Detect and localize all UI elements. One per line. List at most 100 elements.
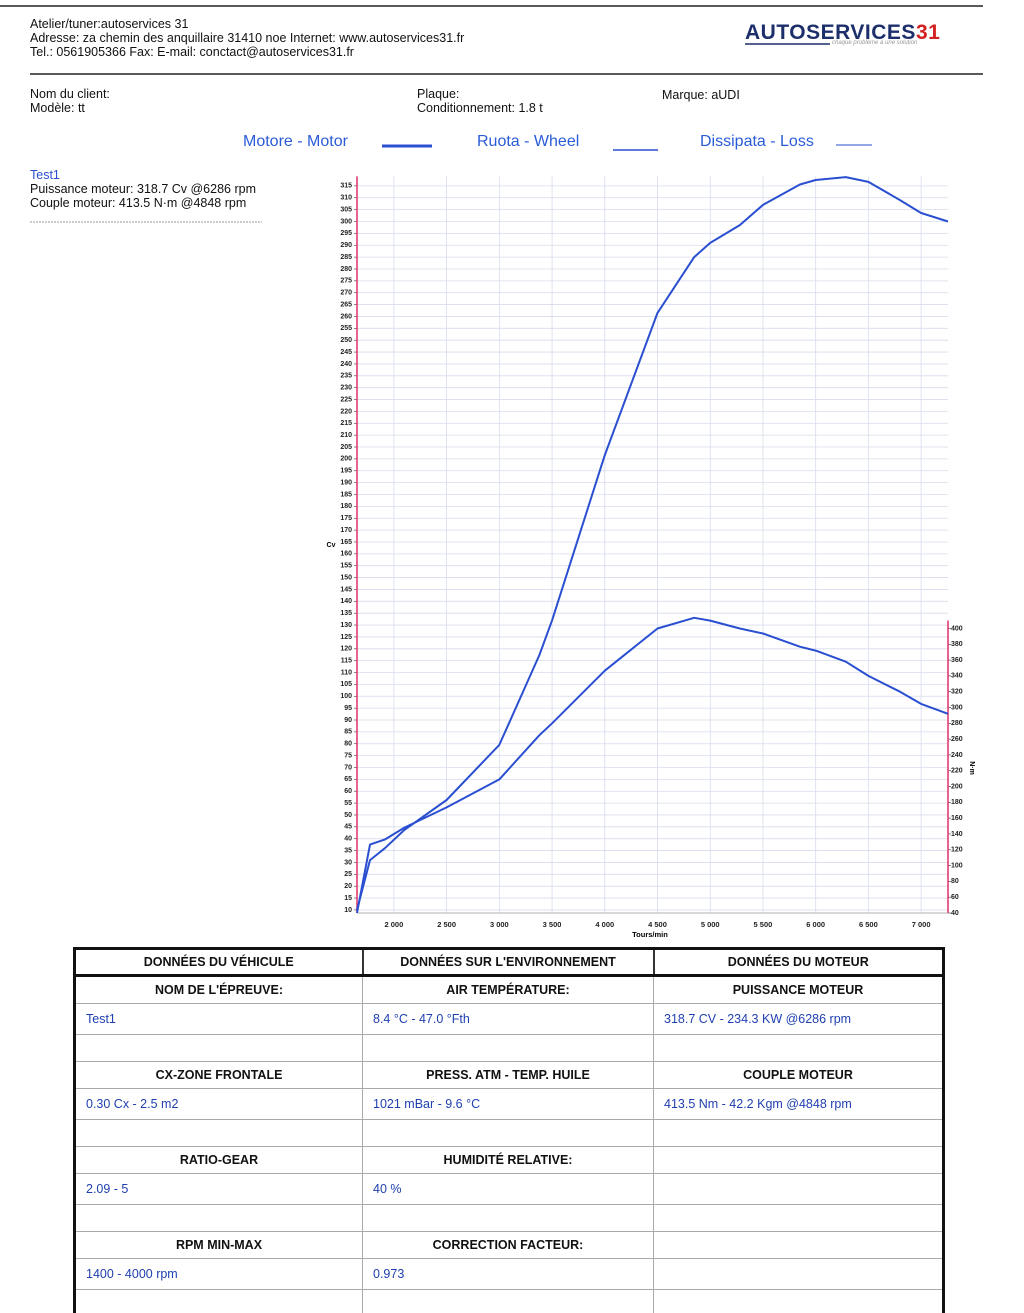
cell-label: PRESS. ATM - TEMP. HUILE bbox=[362, 1061, 654, 1089]
y-tick-label: 35 bbox=[344, 847, 352, 854]
client-brand: Marque: aUDI bbox=[662, 88, 740, 102]
y2-tick-label: 200 bbox=[951, 783, 963, 790]
y-tick-label: 40 bbox=[344, 836, 352, 843]
cell-empty bbox=[653, 1231, 944, 1259]
y-tick-label: 45 bbox=[344, 824, 352, 831]
cell-label: NOM DE L'ÉPREUVE: bbox=[74, 975, 363, 1004]
y-tick-label: 130 bbox=[340, 622, 352, 629]
logo-slogan: chaque problème a une solution bbox=[832, 40, 918, 46]
y-tick-label: 90 bbox=[344, 717, 352, 724]
y-tick-label: 290 bbox=[340, 242, 352, 249]
y-tick-label: 310 bbox=[340, 195, 352, 202]
y-tick-label: 100 bbox=[340, 693, 352, 700]
value-row: 1400 - 4000 rpm 0.973 bbox=[74, 1258, 944, 1290]
cell-empty bbox=[653, 1258, 944, 1290]
y2-tick-label: 180 bbox=[951, 799, 963, 806]
y-tick-label: 170 bbox=[340, 527, 352, 534]
label-row: CX-ZONE FRONTALE PRESS. ATM - TEMP. HUILE… bbox=[74, 1061, 944, 1089]
y-tick-label: 265 bbox=[340, 301, 352, 308]
client-plate: Plaque: bbox=[417, 87, 460, 101]
y-tick-label: 295 bbox=[340, 230, 352, 237]
y2-tick-label: 360 bbox=[951, 657, 963, 664]
y-tick-label: 210 bbox=[340, 432, 352, 439]
cell-label: PUISSANCE MOTEUR bbox=[653, 975, 944, 1004]
y2-tick-label: 280 bbox=[951, 720, 963, 727]
table-header: DONNÉES DU MOTEUR bbox=[653, 948, 945, 977]
y-tick-label: 80 bbox=[344, 741, 352, 748]
cell-label: AIR TEMPÉRATURE: bbox=[362, 975, 654, 1004]
y-tick-label: 110 bbox=[341, 669, 352, 676]
cell-value: 2.09 - 5 bbox=[74, 1173, 363, 1205]
cell-label: RPM MIN-MAX bbox=[74, 1231, 363, 1259]
y-tick-label: 225 bbox=[340, 396, 352, 403]
test-name: Test1 bbox=[30, 168, 60, 182]
cell-empty bbox=[362, 1289, 654, 1313]
y2-tick-label: 120 bbox=[951, 847, 963, 854]
client-conditioning: Conditionnement: 1.8 t bbox=[417, 101, 543, 115]
header-line: Adresse: za chemin des anquillaire 31410… bbox=[30, 31, 465, 45]
header-line: Atelier/tuner:autoservices 31 bbox=[30, 17, 189, 31]
y2-tick-label: 80 bbox=[951, 878, 959, 885]
y-tick-label: 270 bbox=[340, 290, 352, 297]
cell-empty bbox=[362, 1034, 654, 1062]
x-tick-label: 4 500 bbox=[648, 920, 667, 929]
blank-row bbox=[74, 1034, 944, 1062]
y-tick-label: 135 bbox=[340, 610, 352, 617]
y-tick-label: 230 bbox=[340, 385, 352, 392]
y-tick-label: 250 bbox=[340, 337, 352, 344]
cell-value: 413.5 Nm - 42.2 Kgm @4848 rpm bbox=[653, 1088, 944, 1120]
y-tick-label: 300 bbox=[340, 218, 352, 225]
x-tick-label: 5 000 bbox=[701, 920, 720, 929]
y-tick-label: 85 bbox=[344, 729, 352, 736]
cell-value: 40 % bbox=[362, 1173, 654, 1205]
y-tick-label: 195 bbox=[340, 468, 352, 475]
cell-value: 8.4 °C - 47.0 °Fth bbox=[362, 1003, 654, 1035]
y-tick-label: 15 bbox=[344, 895, 352, 902]
y-tick-label: 165 bbox=[340, 539, 352, 546]
y2-tick-label: 380 bbox=[951, 641, 963, 648]
cell-empty bbox=[362, 1204, 654, 1232]
x-tick-label: 6 000 bbox=[806, 920, 825, 929]
y2-tick-label: 100 bbox=[951, 862, 963, 869]
value-row: 0.30 Cx - 2.5 m2 1021 mBar - 9.6 °C 413.5 … bbox=[74, 1088, 944, 1120]
cell-empty bbox=[653, 1034, 944, 1062]
y-tick-label: 105 bbox=[340, 681, 352, 688]
y2-tick-label: 400 bbox=[951, 625, 963, 632]
y-tick-label: 65 bbox=[344, 776, 352, 783]
y-tick-label: 155 bbox=[340, 563, 352, 570]
x-tick-label: 7 000 bbox=[912, 920, 931, 929]
y2-tick-label: 340 bbox=[951, 673, 963, 680]
cell-empty bbox=[74, 1119, 363, 1147]
legend-label: Dissipata - Loss bbox=[700, 133, 814, 150]
value-row: 2.09 - 5 40 % bbox=[74, 1173, 944, 1205]
cell-empty bbox=[653, 1289, 944, 1313]
y2-tick-label: 260 bbox=[951, 736, 963, 743]
y-tick-label: 220 bbox=[340, 408, 352, 415]
y-tick-label: 150 bbox=[340, 574, 352, 581]
cell-label: CORRECTION FACTEUR: bbox=[362, 1231, 654, 1259]
y-tick-label: 160 bbox=[340, 551, 352, 558]
value-row: Test1 8.4 °C - 47.0 °Fth 318.7 CV - 234.3 … bbox=[74, 1003, 944, 1035]
test-torque: Couple moteur: 413.5 N·m @4848 rpm bbox=[30, 196, 247, 210]
y-tick-label: 255 bbox=[340, 325, 352, 332]
y2-tick-label: 300 bbox=[951, 704, 963, 711]
y-tick-label: 315 bbox=[340, 183, 352, 190]
cell-value: 0.30 Cx - 2.5 m2 bbox=[74, 1088, 363, 1120]
cell-empty bbox=[653, 1119, 944, 1147]
cell-label: RATIO-GEAR bbox=[74, 1146, 363, 1174]
y-tick-label: 245 bbox=[340, 349, 352, 356]
y-tick-label: 125 bbox=[340, 634, 352, 641]
cell-label: COUPLE MOTEUR bbox=[653, 1061, 944, 1089]
y-tick-label: 115 bbox=[341, 658, 352, 665]
blank-row bbox=[74, 1289, 944, 1313]
x-tick-label: 4 000 bbox=[595, 920, 614, 929]
cell-value: 318.7 CV - 234.3 KW @6286 rpm bbox=[653, 1003, 944, 1035]
logo: AUTOSERVICES31 bbox=[745, 22, 940, 44]
y-tick-label: 20 bbox=[344, 883, 352, 890]
header-line: Tel.: 0561905366 Fax: E-mail: conctact@a… bbox=[30, 45, 354, 59]
cell-value: 0.973 bbox=[362, 1258, 654, 1290]
test-power: Puissance moteur: 318.7 Cv @6286 rpm bbox=[30, 182, 256, 196]
y-tick-label: 120 bbox=[340, 646, 352, 653]
x-tick-label: 2 500 bbox=[437, 920, 456, 929]
